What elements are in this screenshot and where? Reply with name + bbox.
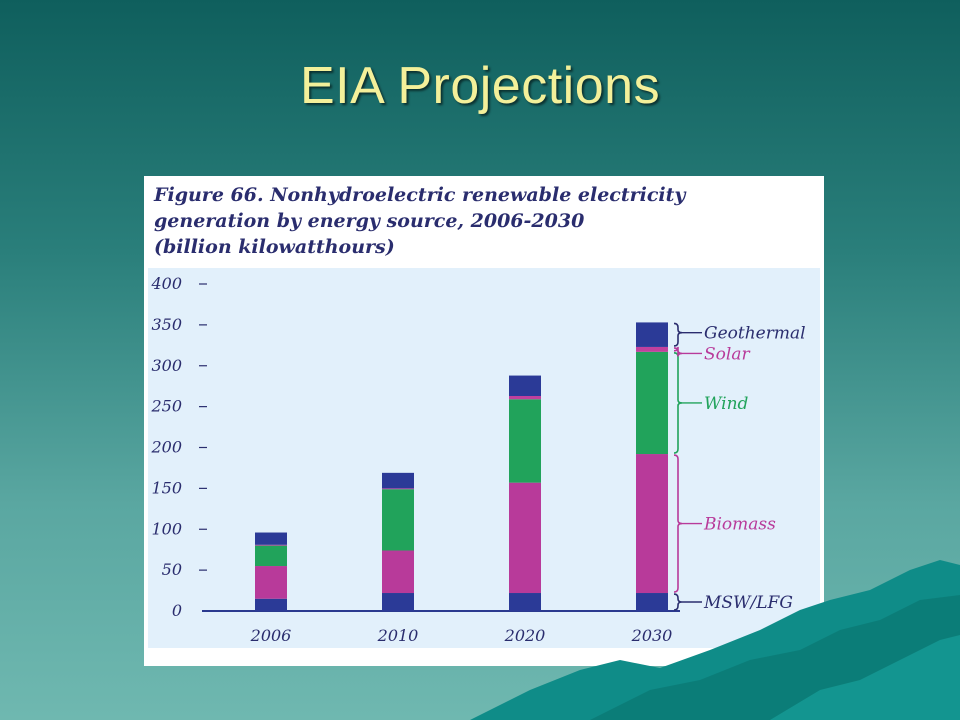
figure-caption-line-2: generation by energy source, 2006-2030 (154, 210, 585, 232)
legend-brace-wind (673, 352, 683, 454)
bar-segment-solar-2030 (636, 346, 668, 352)
y-tick-label: 100 (151, 519, 182, 538)
bar-segment-biomass-2030 (636, 454, 668, 594)
y-tick-label: 150 (151, 478, 182, 497)
legend-label-geothermal: Geothermal (704, 324, 806, 344)
figure-caption-line-3: (billion kilowatthours) (154, 236, 395, 258)
legend-label-solar: Solar (704, 344, 750, 364)
x-tick-label: 2030 (631, 626, 673, 645)
figure-caption: Figure 66. Nonhydroelectric renewable el… (154, 182, 814, 260)
bar-segment-geothermal-2030 (636, 322, 668, 347)
y-tick-label: 250 (150, 397, 182, 416)
legend-label-biomass: Biomass (703, 515, 776, 535)
figure-caption-line-1: Figure 66. Nonhydroelectric renewable el… (154, 184, 686, 206)
bar-segment-biomass-2006 (255, 566, 287, 599)
x-tick-label: 2020 (504, 626, 546, 645)
y-tick-label: 200 (150, 438, 182, 457)
bar-segment-biomass-2010 (382, 550, 414, 594)
bar-segment-msw-lfg-2010 (382, 593, 414, 611)
bar-segment-solar-2010 (382, 488, 414, 490)
bar-segment-geothermal-2020 (509, 375, 541, 396)
bar-segment-biomass-2020 (509, 482, 541, 594)
y-tick-label: 400 (150, 274, 182, 293)
legend-brace-solar (673, 346, 683, 357)
y-tick-label: 350 (151, 315, 182, 334)
bar-segment-wind-2020 (509, 399, 541, 483)
legend-label-wind: Wind (704, 394, 749, 414)
y-tick-label: 50 (162, 560, 182, 579)
legend-label-msw-lfg: MSW/LFG (703, 593, 793, 613)
bar-segment-msw-lfg-2030 (636, 593, 668, 611)
x-tick-label: 2010 (377, 626, 419, 645)
bar-segment-geothermal-2006 (255, 532, 287, 545)
bar-segment-wind-2006 (255, 545, 287, 567)
bar-segment-solar-2020 (509, 395, 541, 400)
bar-segment-msw-lfg-2020 (509, 593, 541, 611)
bar-segment-wind-2030 (636, 351, 668, 455)
bar-segment-msw-lfg-2006 (255, 598, 287, 611)
figure-panel: Figure 66. Nonhydroelectric renewable el… (144, 176, 824, 666)
legend-brace-geothermal (673, 322, 683, 347)
mountain-decoration (470, 560, 960, 720)
stacked-bar-chart: 0 50 100 150 200 250 300 350 400 2006 2010 2020 2030… (150, 274, 806, 645)
x-tick-label: 2006 (250, 626, 292, 645)
bar-segment-wind-2010 (382, 489, 414, 551)
bar-segment-geothermal-2010 (382, 472, 414, 489)
y-tick-label: 300 (151, 356, 182, 375)
y-tick-label: 0 (172, 601, 182, 620)
bar-segment-solar-2006 (255, 544, 287, 546)
slide-title: EIA Projections (299, 57, 661, 115)
